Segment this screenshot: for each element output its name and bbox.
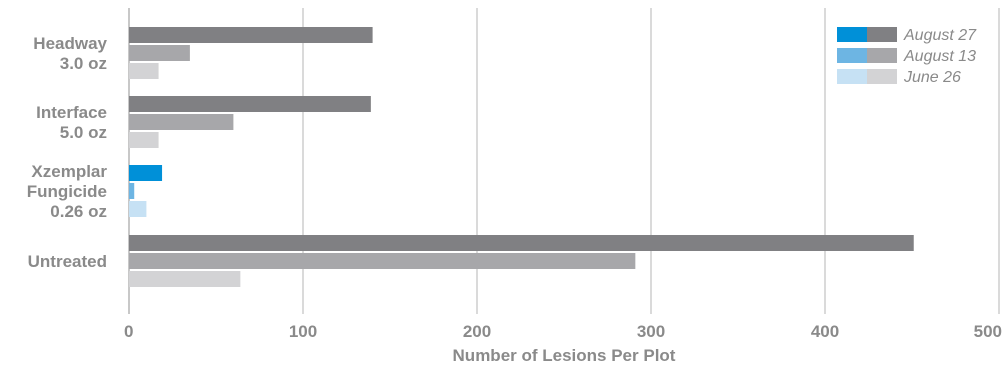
legend-label-august-13: August 13 <box>903 48 976 65</box>
bars <box>129 27 914 287</box>
x-tick-label-0: 0 <box>124 322 133 341</box>
bar-4-august-13 <box>129 253 635 269</box>
legend-label-august-27: August 27 <box>903 27 977 44</box>
legend-swatch-highlight-august-13 <box>837 48 867 63</box>
bar-1-june-26 <box>129 63 159 79</box>
category-label-1: Headway 3.0 oz <box>33 34 107 73</box>
x-tick-label-100: 100 <box>289 322 317 341</box>
legend-swatch-highlight-august-27 <box>837 27 867 42</box>
x-axis-title: Number of Lesions Per Plot <box>453 346 676 365</box>
bar-1-august-13 <box>129 45 190 61</box>
bar-2-june-26 <box>129 132 159 148</box>
legend-swatch-gray-august-27 <box>867 27 897 42</box>
x-tick-label-500: 500 <box>974 322 1002 341</box>
bar-4-august-27 <box>129 235 914 251</box>
legend: August 27 August 13 June 26 <box>837 27 977 86</box>
legend-swatch-gray-june-26 <box>867 69 897 84</box>
bar-3-june-26 <box>129 201 146 217</box>
bar-4-june-26 <box>129 271 240 287</box>
bar-2-august-13 <box>129 114 233 130</box>
category-label-3: Xzemplar Fungicide 0.26 oz <box>27 162 108 221</box>
x-tick-label-300: 300 <box>637 322 665 341</box>
legend-swatch-gray-august-13 <box>867 48 897 63</box>
category-labels: Headway 3.0 oz Interface 5.0 oz Xzemplar Fung… <box>27 34 108 271</box>
x-tick-label-200: 200 <box>463 322 491 341</box>
legend-label-june-26: June 26 <box>903 69 961 86</box>
category-label-2: Interface 5.0 oz <box>36 103 107 142</box>
category-label-4: Untreated <box>28 252 107 271</box>
x-tick-labels: 0 100 200 300 400 500 <box>124 322 1002 341</box>
bar-2-august-27 <box>129 96 371 112</box>
bar-3-august-13 <box>129 183 134 199</box>
bar-3-august-27 <box>129 165 162 181</box>
x-tick-label-400: 400 <box>811 322 839 341</box>
legend-swatch-highlight-june-26 <box>837 69 867 84</box>
bar-1-august-27 <box>129 27 373 43</box>
